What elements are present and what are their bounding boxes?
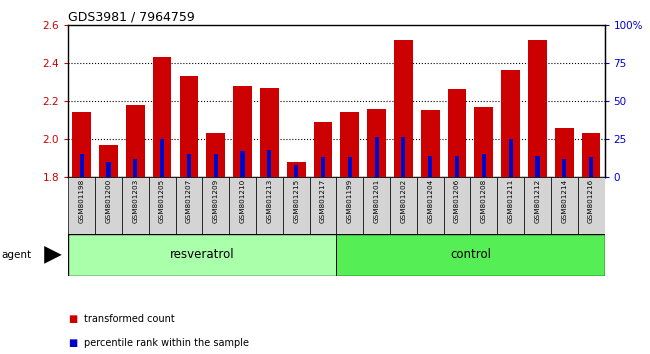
Text: GSM801208: GSM801208: [481, 179, 487, 223]
Text: GSM801203: GSM801203: [133, 179, 138, 223]
Bar: [474, 107, 493, 177]
Text: GSM801206: GSM801206: [454, 179, 460, 223]
Bar: [562, 159, 566, 177]
Bar: [524, 177, 551, 234]
Bar: [337, 177, 363, 234]
Bar: [267, 150, 272, 177]
Bar: [443, 177, 471, 234]
Bar: [390, 177, 417, 234]
Bar: [229, 177, 256, 234]
Text: resveratrol: resveratrol: [170, 249, 235, 261]
Bar: [501, 70, 520, 177]
Text: percentile rank within the sample: percentile rank within the sample: [84, 338, 250, 348]
Text: GSM801213: GSM801213: [266, 179, 272, 223]
Bar: [309, 177, 337, 234]
Text: agent: agent: [1, 250, 31, 260]
Bar: [551, 177, 578, 234]
Text: GSM801200: GSM801200: [105, 179, 111, 223]
Text: GSM801211: GSM801211: [508, 179, 514, 223]
Text: GSM801199: GSM801199: [347, 179, 353, 223]
Bar: [240, 151, 244, 177]
Bar: [214, 154, 218, 177]
Bar: [153, 57, 172, 177]
Bar: [448, 90, 467, 177]
Bar: [294, 165, 298, 177]
Bar: [555, 127, 574, 177]
Text: GSM801216: GSM801216: [588, 179, 594, 223]
Bar: [363, 177, 390, 234]
Bar: [394, 40, 413, 177]
Bar: [578, 177, 604, 234]
Bar: [99, 145, 118, 177]
Text: GSM801204: GSM801204: [427, 179, 433, 223]
Text: GSM801205: GSM801205: [159, 179, 165, 223]
Bar: [482, 154, 486, 177]
Text: GSM801207: GSM801207: [186, 179, 192, 223]
Bar: [68, 177, 95, 234]
Bar: [107, 162, 111, 177]
Bar: [283, 177, 309, 234]
Bar: [417, 177, 443, 234]
Bar: [122, 177, 149, 234]
Text: GSM801217: GSM801217: [320, 179, 326, 223]
Bar: [79, 154, 84, 177]
Bar: [497, 177, 524, 234]
Text: GSM801202: GSM801202: [400, 179, 406, 223]
Bar: [149, 177, 176, 234]
Bar: [348, 157, 352, 177]
Bar: [428, 156, 432, 177]
Bar: [528, 40, 547, 177]
Text: GSM801210: GSM801210: [240, 179, 246, 223]
Text: GSM801209: GSM801209: [213, 179, 218, 223]
Text: GSM801214: GSM801214: [562, 179, 567, 223]
Bar: [68, 234, 337, 276]
Bar: [421, 110, 439, 177]
Bar: [72, 112, 91, 177]
Bar: [455, 156, 459, 177]
Bar: [401, 137, 406, 177]
Bar: [508, 139, 513, 177]
Text: GSM801198: GSM801198: [79, 179, 84, 223]
Bar: [179, 76, 198, 177]
Text: GSM801212: GSM801212: [534, 179, 540, 223]
Text: transformed count: transformed count: [84, 314, 176, 324]
Bar: [202, 177, 229, 234]
Bar: [321, 157, 325, 177]
Text: control: control: [450, 249, 491, 261]
Bar: [589, 157, 593, 177]
Bar: [233, 86, 252, 177]
Bar: [582, 133, 601, 177]
Bar: [95, 177, 122, 234]
Bar: [206, 133, 225, 177]
Bar: [471, 177, 497, 234]
Text: GDS3981 / 7964759: GDS3981 / 7964759: [68, 11, 195, 24]
Bar: [287, 162, 305, 177]
Polygon shape: [44, 246, 62, 264]
Bar: [176, 177, 202, 234]
Bar: [337, 234, 604, 276]
Bar: [126, 105, 145, 177]
Bar: [374, 137, 379, 177]
Text: ■: ■: [68, 314, 77, 324]
Bar: [256, 177, 283, 234]
Bar: [536, 156, 540, 177]
Bar: [341, 112, 359, 177]
Text: ■: ■: [68, 338, 77, 348]
Bar: [160, 139, 164, 177]
Bar: [313, 122, 332, 177]
Bar: [367, 108, 386, 177]
Bar: [187, 154, 191, 177]
Text: GSM801201: GSM801201: [374, 179, 380, 223]
Text: GSM801215: GSM801215: [293, 179, 299, 223]
Bar: [133, 159, 137, 177]
Bar: [260, 87, 279, 177]
